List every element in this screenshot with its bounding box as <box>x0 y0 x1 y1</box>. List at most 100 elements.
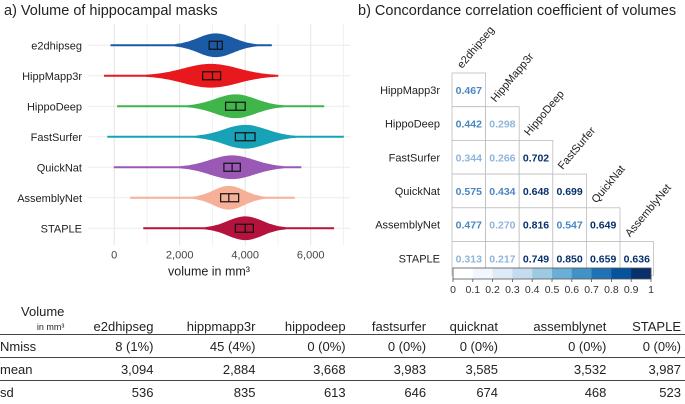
table-cell: 0 (0%) <box>606 334 685 358</box>
row-label: HippoDeep <box>385 119 440 131</box>
heatmap-cell <box>485 173 520 209</box>
iqr-box-e2dhipseg <box>208 40 223 50</box>
stats-header-row: Volume in mm³ e2dhipseg hippmapp3r hippo… <box>0 305 685 335</box>
panel-a-title: a) Volume of hippocampal masks <box>4 3 218 19</box>
table-cell: 536 <box>131 384 154 400</box>
colorbar-swatch <box>552 268 573 279</box>
table-cell: 3,987 <box>606 357 685 381</box>
volume-header: Volume in mm³ <box>0 304 65 335</box>
heatmap-cell <box>451 106 486 141</box>
column-label: FastSurfer <box>556 125 598 172</box>
table-row: sd 536 835 613 646 674 468 523 <box>0 381 685 404</box>
volume-label: Volume <box>21 304 65 319</box>
category-label: FastSurfer <box>31 132 83 144</box>
heatmap-cell <box>485 106 520 141</box>
cell-value: 0.298 <box>489 119 515 131</box>
cell-value: 0.270 <box>489 220 515 232</box>
col-header: fastsurfer <box>345 305 427 335</box>
table-cell: 2,884 <box>153 357 256 381</box>
colorbar-tick-label: 0.8 <box>604 284 619 296</box>
cell-value: 0.749 <box>523 253 549 265</box>
category-label: HippoDeep <box>27 101 82 113</box>
cell-value: 0.699 <box>556 186 582 198</box>
cell-value: 0.816 <box>523 220 549 232</box>
heatmap-cell <box>586 207 621 242</box>
table-cell: 835 <box>233 384 256 400</box>
colorbar-tick-label: 0 <box>450 284 456 296</box>
table-row: Nmiss 8 (1%) 45 (4%) 0 (0%) 0 (0%) 0 (0%… <box>0 334 685 358</box>
colorbar-swatch <box>631 268 652 279</box>
cell-value: 0.659 <box>590 253 616 265</box>
violin-STAPLE <box>143 216 335 241</box>
col-header: assemblynet <box>498 305 607 335</box>
row-label: HippMapp3r <box>380 85 440 97</box>
col-header: STAPLE <box>606 305 685 335</box>
col-header: hippodeep <box>255 305 346 335</box>
row-label: FastSurfer <box>389 152 441 164</box>
table-cell: 646 <box>404 384 427 400</box>
violin-e2dhipseg <box>110 33 272 58</box>
violin-HippMapp3r <box>103 63 279 88</box>
colorbar-tick-label: 0.5 <box>545 284 560 296</box>
colorbar-swatch <box>512 268 533 279</box>
table-cell: 3,668 <box>255 357 346 381</box>
violin-FastSurfer <box>107 124 344 149</box>
column-label: HippoDeep <box>522 88 567 138</box>
iqr-box-HippoDeep <box>224 101 246 111</box>
cell-value: 0.344 <box>456 152 482 164</box>
row-label: QuickNat <box>395 186 440 198</box>
cell-value: 0.266 <box>489 152 515 164</box>
cell-value: 0.636 <box>624 253 650 265</box>
row-label: Nmiss <box>0 334 65 358</box>
heatmap-cell <box>552 207 587 242</box>
heatmap-cell <box>451 139 486 175</box>
column-label: e2dhipseg <box>455 24 497 71</box>
category-label: STAPLE <box>41 223 82 235</box>
column-label: HippMapp3r <box>489 51 537 105</box>
table-cell: 3,983 <box>345 357 427 381</box>
column-label: QuickNat <box>590 163 628 205</box>
table-cell: 468 <box>584 384 607 400</box>
colorbar-swatch <box>591 268 612 279</box>
col-header: quicknat <box>426 305 499 335</box>
heatmap-cell <box>485 207 520 242</box>
cell-value: 0.702 <box>523 152 549 164</box>
row-label: sd <box>0 384 14 400</box>
colorbar-swatch <box>453 268 474 279</box>
heatmap-cell <box>518 139 554 175</box>
heatmap-cell <box>451 173 486 209</box>
colorbar-swatch <box>571 268 592 279</box>
table-cell: 3,585 <box>426 357 499 381</box>
table-cell: 0 (0%) <box>498 334 607 358</box>
iqr-box-STAPLE <box>234 223 254 233</box>
x-tick-label: 2,000 <box>166 250 194 262</box>
x-tick-label: 4,000 <box>231 250 259 262</box>
colorbar-swatch <box>492 268 513 279</box>
unit-label: in mm³ <box>36 322 65 332</box>
colorbar-tick-label: 0.1 <box>465 284 480 296</box>
stats-table: Volume in mm³ e2dhipseg hippmapp3r hippo… <box>0 305 685 403</box>
category-label: e2dhipseg <box>31 40 82 52</box>
cell-value: 0.434 <box>489 186 515 198</box>
figure-canvas: a) Volume of hippocampal masks b) Concor… <box>4 3 676 296</box>
cell-value: 0.648 <box>523 186 549 198</box>
heatmap-cell <box>518 207 554 242</box>
category-label: AssemblyNet <box>17 193 82 205</box>
colorbar-tick-label: 0.4 <box>525 284 540 296</box>
colorbar-tick-label: 0.7 <box>584 284 599 296</box>
cell-value: 0.217 <box>489 253 515 265</box>
table-cell: 674 <box>476 384 499 400</box>
x-tick-label: 6,000 <box>297 250 325 262</box>
iqr-box-AssemblyNet <box>220 193 240 203</box>
col-header: e2dhipseg <box>64 305 154 335</box>
heatmap-cell <box>451 72 486 108</box>
colorbar-tick-label: 0.3 <box>505 284 520 296</box>
table-cell: 3,532 <box>498 357 607 381</box>
table-cell: 45 (4%) <box>153 334 256 358</box>
table-cell: 0 (0%) <box>345 334 427 358</box>
cell-value: 0.313 <box>456 253 482 265</box>
heatmap-cell <box>518 173 554 209</box>
violin-QuickNat <box>113 155 302 180</box>
violin-AssemblyNet <box>130 185 295 210</box>
ccc-heatmap: HippMapp3r 0.467 HippoDeep 0.442 0.298 FastSu… <box>375 24 674 296</box>
